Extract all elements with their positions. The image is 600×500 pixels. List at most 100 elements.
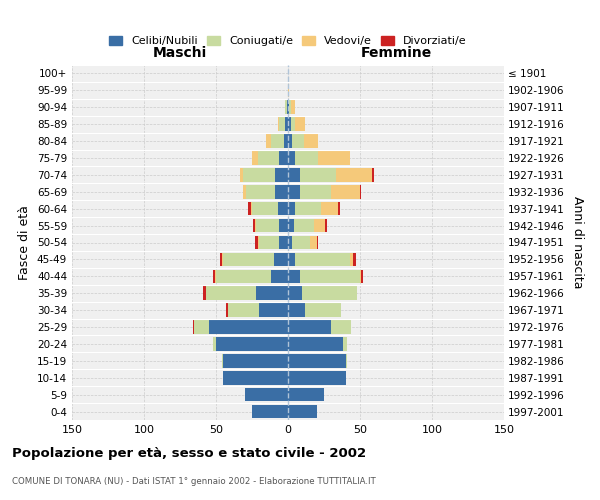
Bar xyxy=(295,118,305,131)
Bar xyxy=(215,270,216,283)
Bar xyxy=(285,100,287,114)
Bar xyxy=(331,185,360,198)
Bar xyxy=(255,236,258,250)
Bar xyxy=(338,202,340,215)
Bar xyxy=(288,354,346,368)
Bar xyxy=(223,371,288,384)
Bar xyxy=(274,252,288,266)
Bar xyxy=(271,270,288,283)
Bar xyxy=(288,371,346,384)
Bar xyxy=(289,100,291,114)
Bar xyxy=(288,236,292,250)
Bar xyxy=(244,168,275,181)
Bar xyxy=(194,320,209,334)
Bar xyxy=(248,202,251,215)
Bar xyxy=(353,252,356,266)
Bar xyxy=(325,219,327,232)
Bar xyxy=(288,320,331,334)
Bar xyxy=(361,270,363,283)
Bar xyxy=(288,286,302,300)
Bar xyxy=(280,219,288,232)
Bar xyxy=(295,252,350,266)
Bar xyxy=(288,134,292,148)
Bar xyxy=(318,151,350,164)
Bar xyxy=(213,337,216,350)
Bar xyxy=(252,151,258,164)
Bar xyxy=(216,337,288,350)
Bar xyxy=(220,252,222,266)
Y-axis label: Anni di nascita: Anni di nascita xyxy=(571,196,584,289)
Bar xyxy=(288,185,299,198)
Bar xyxy=(227,304,259,317)
Bar xyxy=(299,168,335,181)
Bar xyxy=(209,320,288,334)
Bar xyxy=(292,236,310,250)
Bar xyxy=(193,320,194,334)
Bar xyxy=(275,168,288,181)
Y-axis label: Fasce di età: Fasce di età xyxy=(19,205,31,280)
Bar xyxy=(305,304,341,317)
Bar xyxy=(288,405,317,418)
Bar xyxy=(251,202,252,215)
Bar xyxy=(252,202,278,215)
Bar xyxy=(304,134,318,148)
Bar xyxy=(310,236,317,250)
Bar xyxy=(291,100,295,114)
Bar xyxy=(294,219,314,232)
Bar xyxy=(245,388,288,402)
Bar xyxy=(275,185,288,198)
Bar xyxy=(317,236,318,250)
Bar xyxy=(241,168,244,181)
Bar xyxy=(288,151,295,164)
Bar xyxy=(287,100,288,114)
Bar xyxy=(271,134,284,148)
Text: Popolazione per età, sesso e stato civile - 2002: Popolazione per età, sesso e stato civil… xyxy=(12,448,366,460)
Bar xyxy=(302,286,357,300)
Bar xyxy=(258,236,259,250)
Bar xyxy=(280,236,288,250)
Bar xyxy=(288,202,295,215)
Bar xyxy=(288,304,305,317)
Bar xyxy=(299,185,331,198)
Bar xyxy=(360,270,361,283)
Bar xyxy=(335,168,371,181)
Bar xyxy=(258,151,280,164)
Bar xyxy=(222,252,223,266)
Text: Maschi: Maschi xyxy=(153,46,207,60)
Legend: Celibi/Nubili, Coniugati/e, Vedovi/e, Divorziati/e: Celibi/Nubili, Coniugati/e, Vedovi/e, Di… xyxy=(105,32,471,51)
Bar xyxy=(295,202,321,215)
Bar xyxy=(288,388,324,402)
Bar xyxy=(259,304,288,317)
Bar xyxy=(252,405,288,418)
Bar xyxy=(256,219,280,232)
Bar xyxy=(216,270,271,283)
Bar xyxy=(284,134,288,148)
Bar xyxy=(256,286,288,300)
Bar xyxy=(288,118,291,131)
Bar xyxy=(280,118,285,131)
Bar xyxy=(213,270,215,283)
Bar xyxy=(288,168,299,181)
Bar xyxy=(360,185,361,198)
Bar xyxy=(203,286,206,300)
Bar xyxy=(285,118,288,131)
Bar xyxy=(244,185,246,198)
Bar xyxy=(288,337,343,350)
Bar xyxy=(266,134,271,148)
Bar xyxy=(223,354,288,368)
Bar xyxy=(292,134,304,148)
Bar xyxy=(288,252,295,266)
Bar xyxy=(223,252,274,266)
Bar xyxy=(288,270,299,283)
Bar xyxy=(246,185,275,198)
Bar xyxy=(291,118,295,131)
Bar xyxy=(206,286,256,300)
Bar xyxy=(255,219,256,232)
Bar xyxy=(278,202,288,215)
Bar xyxy=(288,84,289,97)
Bar xyxy=(321,202,338,215)
Bar xyxy=(253,219,255,232)
Bar xyxy=(343,337,347,350)
Bar xyxy=(288,219,294,232)
Bar xyxy=(259,236,280,250)
